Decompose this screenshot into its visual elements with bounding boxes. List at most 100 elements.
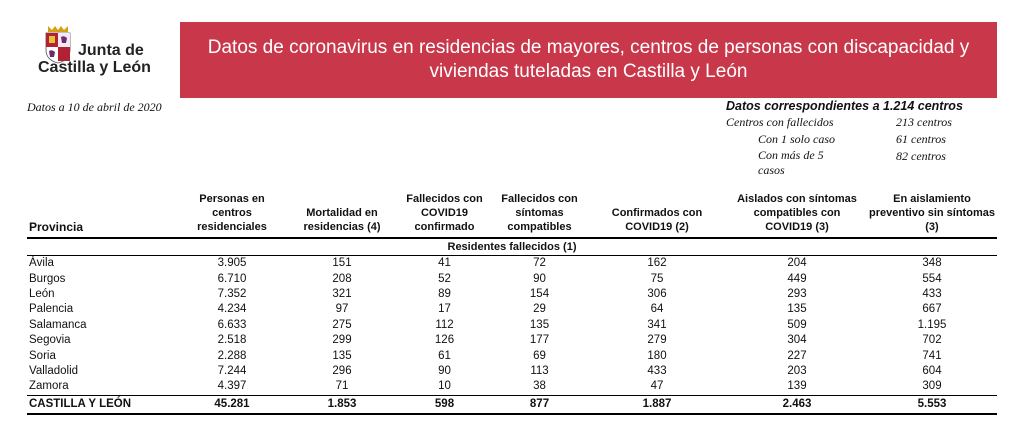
column-header: Personas en centros residenciales (177, 192, 287, 239)
column-header: Confirmados con COVID19 (2) (587, 192, 727, 239)
value-cell: 71 (335, 380, 349, 393)
title-banner: Datos de coronavirus en residencias de m… (180, 22, 997, 98)
summary-value: 82 centros (896, 149, 946, 163)
value-cell: 3.905 (217, 257, 247, 270)
value-cell: 4.397 (217, 380, 247, 393)
value-cell: 89 (438, 287, 451, 300)
column-header: Aislados con síntomas compatibles con CO… (727, 192, 867, 239)
logo-line-2: Castilla y León (38, 59, 151, 76)
value-cell: 2.288 (217, 349, 247, 362)
value-cell: 203 (787, 364, 807, 377)
value-cell: 296 (332, 364, 352, 377)
value-cell: 741 (922, 349, 942, 362)
value-cell: 135 (332, 349, 352, 362)
column-header: En aislamiento preventivo sin síntomas (… (867, 192, 997, 239)
value-cell: 47 (650, 380, 664, 393)
value-cell: 135 (787, 303, 807, 316)
summary-label: Centros con fallecidos (726, 115, 834, 129)
province-cell: Salamanca (29, 318, 87, 331)
value-cell: 304 (787, 334, 807, 347)
summary-value: 61 centros (896, 132, 946, 146)
value-cell: 90 (438, 364, 451, 377)
date-label: Datos a 10 de abril de 2020 (27, 100, 162, 114)
value-cell: 433 (647, 364, 667, 377)
value-cell: 554 (922, 272, 942, 285)
coat-of-arms-icon (45, 26, 71, 64)
junta-logo: Junta de Castilla y León (34, 18, 164, 88)
value-cell: 38 (533, 380, 546, 393)
value-cell: 113 (530, 364, 549, 377)
value-cell: 154 (529, 287, 550, 300)
total-value: 5.553 (867, 394, 997, 415)
value-cell: 2.518 (217, 334, 247, 347)
subheader-row: Residentes fallecidos (1) (27, 238, 997, 256)
value-cell: 135 (529, 318, 550, 331)
summary-label: Con 1 solo caso (758, 132, 836, 146)
value-cell: 97 (335, 303, 349, 316)
value-cell: 1.195 (917, 318, 947, 331)
province-cell: Palencia (29, 303, 74, 316)
table-row: Soria 2.288 135 61 69 180 227 741 (27, 348, 997, 363)
total-value: 1.887 (587, 394, 727, 415)
value-cell: 509 (787, 318, 807, 331)
value-cell: 321 (332, 287, 352, 300)
table-row: Valladolid 7.244 296 90 113 433 203 604 (27, 364, 997, 379)
logo-line-1: Junta de (78, 42, 144, 59)
column-header: Mortalidad en residencias (4) (287, 192, 397, 239)
value-cell: 41 (438, 257, 451, 270)
value-cell: 180 (647, 349, 667, 362)
value-cell: 29 (533, 303, 546, 316)
subheader-label: Residentes fallecidos (1) (27, 238, 997, 256)
value-cell: 75 (650, 272, 664, 285)
column-header: Provincia (27, 192, 177, 239)
value-cell: 309 (922, 380, 942, 393)
table-row: Palencia 4.234 97 17 29 64 135 667 (27, 302, 997, 317)
value-cell: 10 (438, 380, 451, 393)
value-cell: 449 (787, 272, 807, 285)
table-row: Ávila 3.905 151 41 72 162 204 348 (27, 256, 997, 272)
value-cell: 6.710 (217, 272, 247, 285)
total-row: CASTILLA Y LEÓN 45.281 1.853 598 877 1.887 2.4… (27, 394, 997, 415)
summary-heading: Datos correspondientes a 1.214 centros (726, 99, 963, 113)
value-cell: 299 (332, 334, 352, 347)
total-value: 598 (397, 394, 492, 415)
value-cell: 279 (647, 334, 667, 347)
value-cell: 208 (332, 272, 352, 285)
value-cell: 306 (647, 287, 667, 300)
value-cell: 227 (787, 349, 807, 362)
province-cell: Zamora (29, 380, 69, 393)
value-cell: 72 (533, 257, 546, 270)
value-cell: 69 (533, 349, 546, 362)
value-cell: 275 (332, 318, 352, 331)
province-cell: León (29, 287, 55, 300)
total-value: 877 (492, 394, 587, 415)
value-cell: 64 (650, 303, 664, 316)
table-row: León 7.352 321 89 154 306 293 433 (27, 287, 997, 302)
summary-block: Datos correspondientes a 1.214 centros C… (726, 98, 963, 180)
province-cell: Valladolid (29, 364, 79, 377)
value-cell: 604 (922, 364, 942, 377)
value-cell: 204 (787, 257, 807, 270)
value-cell: 151 (332, 257, 352, 270)
value-cell: 90 (533, 272, 546, 285)
page-title: Datos de coronavirus en residencias de m… (207, 37, 970, 82)
summary-label: Con más de 5 casos (758, 148, 824, 177)
value-cell: 702 (922, 334, 942, 347)
value-cell: 162 (647, 257, 667, 270)
total-label: CASTILLA Y LEÓN (27, 394, 177, 415)
table-row: Zamora 4.397 71 10 38 47 139 309 (27, 379, 997, 395)
column-header: Fallecidos con síntomas compatibles (492, 192, 587, 239)
value-cell: 667 (922, 303, 942, 316)
table-row: Burgos 6.710 208 52 90 75 449 554 (27, 271, 997, 286)
total-value: 1.853 (287, 394, 397, 415)
value-cell: 112 (435, 318, 454, 331)
data-table: Provincia Personas en centros residencia… (27, 192, 997, 415)
value-cell: 4.234 (217, 303, 247, 316)
value-cell: 293 (787, 287, 807, 300)
value-cell: 7.352 (217, 287, 247, 300)
value-cell: 433 (922, 287, 942, 300)
value-cell: 6.633 (217, 318, 247, 331)
value-cell: 7.244 (217, 364, 247, 377)
value-cell: 348 (922, 257, 942, 270)
value-cell: 61 (438, 349, 451, 362)
